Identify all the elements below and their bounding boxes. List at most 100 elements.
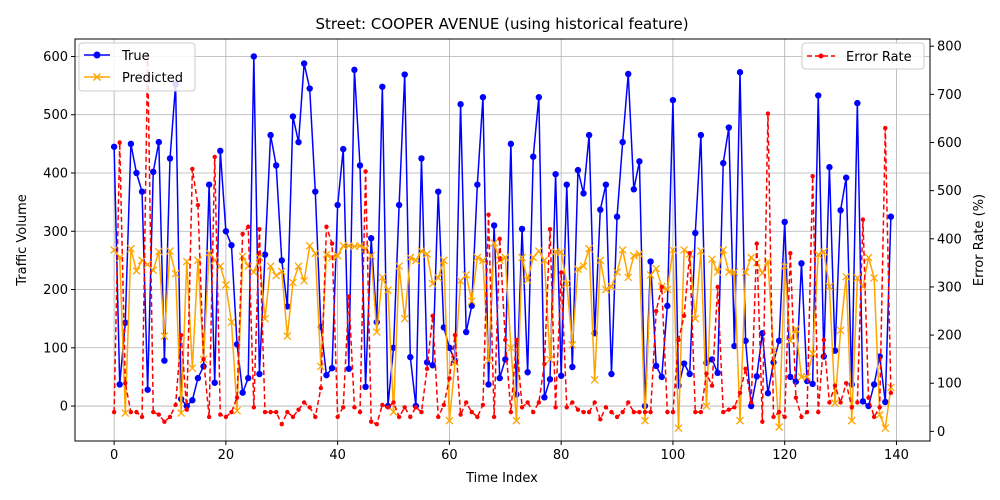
error-rate-point bbox=[693, 409, 698, 415]
error-rate-point bbox=[262, 409, 268, 415]
true-point bbox=[541, 394, 548, 401]
true-point bbox=[496, 374, 503, 382]
true-point bbox=[161, 357, 168, 364]
true-point bbox=[837, 207, 844, 214]
true-point bbox=[278, 257, 285, 264]
true-point bbox=[356, 162, 364, 169]
predicted-point bbox=[233, 406, 242, 415]
error-rate-point bbox=[346, 294, 352, 299]
predicted-point bbox=[501, 253, 510, 262]
predicted-point bbox=[529, 253, 538, 262]
true-point bbox=[245, 374, 252, 382]
y2-tick-label: 500 bbox=[937, 184, 962, 199]
true-point bbox=[122, 319, 129, 326]
error-rate-point bbox=[799, 414, 804, 420]
predicted-point bbox=[411, 256, 420, 265]
y-tick-label: 200 bbox=[43, 283, 68, 298]
true-point bbox=[574, 166, 582, 174]
predicted-point bbox=[121, 409, 130, 417]
error-rate-point bbox=[721, 409, 726, 415]
x-axis: 0 20 40 60 80 100 120 140 bbox=[110, 441, 909, 463]
error-rate-point bbox=[497, 236, 502, 241]
true-point bbox=[239, 389, 246, 396]
true-point bbox=[205, 181, 213, 188]
predicted-point bbox=[154, 247, 163, 256]
true-point bbox=[552, 170, 559, 178]
y-tick-label: 100 bbox=[43, 341, 68, 356]
error-rate-point bbox=[436, 414, 441, 420]
predicted-point bbox=[166, 247, 174, 256]
error-rate-point bbox=[111, 409, 117, 415]
error-rate-point bbox=[748, 400, 754, 405]
true-point bbox=[680, 360, 688, 367]
true-point bbox=[379, 83, 386, 90]
predicted-point bbox=[635, 250, 644, 258]
true-point bbox=[870, 381, 878, 388]
true-point bbox=[753, 373, 760, 380]
error-rate-point bbox=[162, 419, 167, 424]
error-rate-point bbox=[475, 414, 480, 420]
true-point bbox=[116, 381, 123, 388]
y2-tick-label: 100 bbox=[937, 377, 962, 392]
predicted-point bbox=[283, 332, 292, 341]
predicted-point bbox=[367, 251, 376, 260]
error-rate-point bbox=[178, 332, 184, 338]
true-point bbox=[507, 140, 515, 148]
true-point bbox=[518, 225, 526, 233]
error-rate-point bbox=[486, 212, 491, 217]
legend-left: True Predicted bbox=[78, 42, 196, 92]
error-rate-point bbox=[156, 412, 162, 417]
true-point bbox=[569, 363, 576, 371]
error-rate-point bbox=[648, 409, 653, 415]
true-point bbox=[351, 66, 358, 74]
predicted-point bbox=[300, 276, 309, 285]
true-point bbox=[256, 370, 263, 378]
error-rate-point bbox=[665, 409, 670, 415]
error-rate-point bbox=[827, 400, 832, 405]
error-rate-point bbox=[681, 313, 687, 319]
predicted-point bbox=[423, 250, 432, 258]
x-tick-label: 140 bbox=[884, 448, 909, 463]
predicted-point bbox=[797, 372, 806, 381]
predicted-point bbox=[769, 346, 778, 355]
predicted-point bbox=[814, 250, 823, 259]
error-rate-point bbox=[709, 383, 715, 388]
predicted-point bbox=[177, 409, 186, 417]
predicted-point bbox=[663, 285, 672, 294]
predicted-point bbox=[596, 256, 605, 265]
true-point bbox=[798, 260, 805, 267]
error-rate-point bbox=[458, 412, 463, 417]
error-rate-point bbox=[888, 390, 894, 396]
predicted-point bbox=[702, 402, 711, 411]
legend-error-marker bbox=[818, 53, 824, 59]
predicted-point bbox=[568, 340, 577, 349]
error-rate-point bbox=[251, 405, 257, 410]
error-rate-point bbox=[424, 366, 430, 371]
error-rate-point bbox=[508, 409, 514, 415]
error-rate-point bbox=[190, 166, 195, 172]
x-tick-label: 40 bbox=[329, 448, 346, 463]
error-rate-point bbox=[363, 169, 368, 174]
predicted-point bbox=[383, 286, 392, 295]
true-point bbox=[306, 85, 313, 92]
predicted-point bbox=[842, 272, 851, 281]
plot-frame bbox=[74, 38, 931, 442]
error-rate-point bbox=[531, 409, 536, 415]
predicted-point bbox=[736, 416, 744, 425]
true-point bbox=[842, 174, 850, 181]
error-rate-point bbox=[793, 395, 799, 400]
y2-tick-label: 0 bbox=[937, 425, 945, 440]
predicted-point bbox=[473, 253, 482, 262]
error-rate-point bbox=[743, 366, 748, 371]
error-rate-point bbox=[653, 308, 659, 314]
error-rate-point bbox=[670, 409, 676, 415]
true-point bbox=[110, 143, 118, 150]
true-point bbox=[815, 92, 822, 99]
predicted-point bbox=[523, 276, 532, 285]
predicted-point bbox=[188, 364, 197, 373]
true-point bbox=[250, 53, 258, 60]
predicted-point bbox=[110, 245, 119, 254]
predicted-point bbox=[590, 375, 599, 384]
true-point bbox=[395, 201, 403, 209]
true-point bbox=[731, 342, 738, 350]
